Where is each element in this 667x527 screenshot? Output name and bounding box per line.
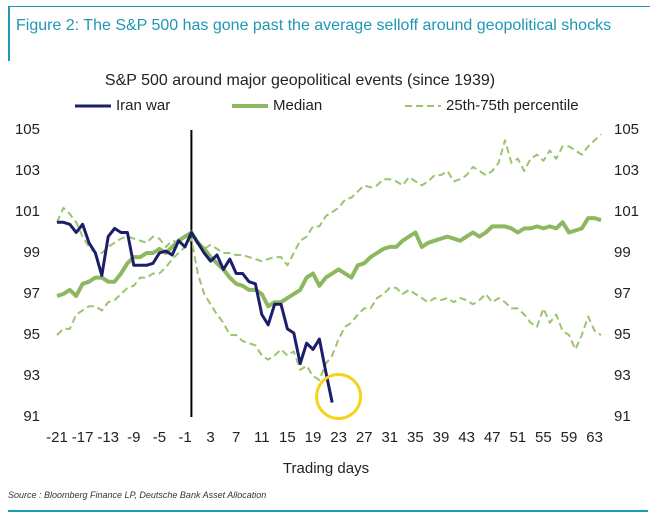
x-axis-title: Trading days	[283, 460, 369, 477]
y-tick-label: 91	[23, 408, 40, 425]
y-tick-label: 103	[15, 162, 40, 179]
x-tick-label: 39	[433, 429, 450, 446]
y-tick-label: 97	[23, 285, 40, 302]
x-tick-label: 43	[458, 429, 475, 446]
x-tick-label: 11	[254, 429, 270, 446]
y-tick-label-right: 105	[614, 121, 639, 138]
y-tick-label-right: 91	[614, 408, 631, 425]
y-tick-label: 93	[23, 367, 40, 384]
x-tick-label: 27	[356, 429, 373, 446]
x-tick-label: 63	[586, 429, 603, 446]
y-tick-label: 101	[15, 203, 40, 220]
x-tick-label: 55	[535, 429, 552, 446]
y-tick-label-right: 101	[614, 203, 639, 220]
chart-title: S&P 500 around major geopolitical events…	[105, 72, 495, 89]
y-tick-label-right: 93	[614, 367, 631, 384]
x-tick-label: -21	[46, 429, 68, 446]
x-tick-label: 59	[561, 429, 578, 446]
series-line	[56, 133, 602, 267]
y-tick-label: 105	[15, 121, 40, 138]
y-tick-label-right: 97	[614, 285, 631, 302]
source-note: Source : Bloomberg Finance LP, Deutsche …	[8, 490, 267, 500]
y-tick-label: 95	[23, 326, 40, 343]
legend-label: 25th-75th percentile	[446, 97, 579, 114]
x-tick-label: -1	[178, 429, 191, 446]
x-tick-label: -5	[153, 429, 166, 446]
x-tick-label: -17	[72, 429, 94, 446]
x-tick-label: 47	[484, 429, 501, 446]
x-tick-label: 31	[381, 429, 398, 446]
y-tick-label-right: 95	[614, 326, 631, 343]
x-tick-label: 19	[305, 429, 322, 446]
y-tick-label-right: 99	[614, 244, 631, 261]
series-line	[57, 220, 334, 403]
series-line	[56, 216, 602, 309]
footer-rule	[8, 510, 648, 512]
x-tick-label: -13	[97, 429, 119, 446]
x-tick-label: 15	[279, 429, 296, 446]
series-line	[56, 237, 602, 382]
x-tick-label: -9	[127, 429, 140, 446]
figure-title: Figure 2: The S&P 500 has gone past the …	[16, 17, 612, 34]
x-tick-label: 3	[206, 429, 214, 446]
x-tick-label: 7	[232, 429, 240, 446]
y-tick-label-right: 103	[614, 162, 639, 179]
y-tick-label: 99	[23, 244, 40, 261]
x-tick-label: 23	[330, 429, 347, 446]
legend-label: Iran war	[116, 97, 170, 114]
highlight-circle	[315, 373, 363, 420]
header: Figure 2: The S&P 500 has gone past the …	[8, 6, 650, 61]
x-tick-label: 35	[407, 429, 424, 446]
x-tick-label: 51	[509, 429, 526, 446]
legend-label: Median	[273, 97, 322, 114]
